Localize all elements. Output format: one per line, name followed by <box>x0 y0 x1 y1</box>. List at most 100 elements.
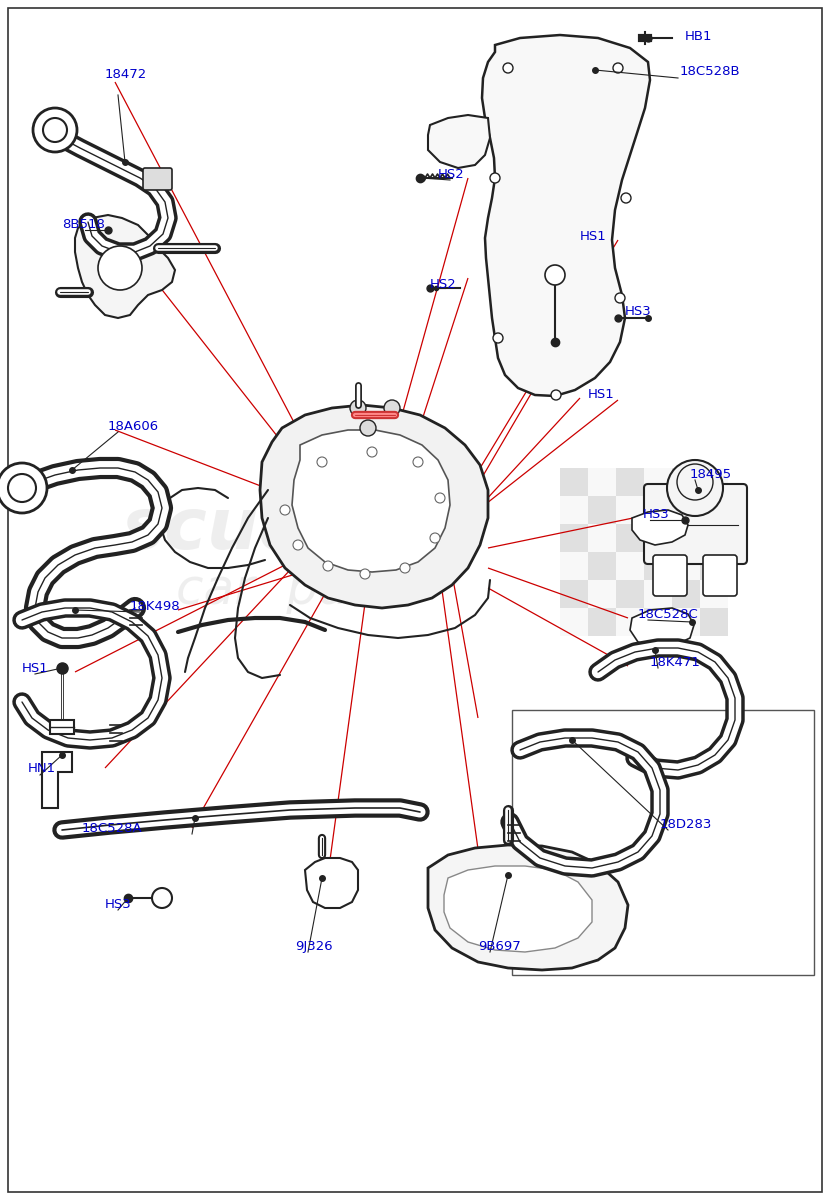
Bar <box>616 496 644 524</box>
Bar <box>588 496 616 524</box>
Text: HS2: HS2 <box>438 168 465 181</box>
Bar <box>672 496 700 524</box>
Text: 9J326: 9J326 <box>295 940 333 953</box>
Text: HS1: HS1 <box>22 662 49 674</box>
Text: car  parts: car parts <box>176 566 414 614</box>
Bar <box>644 608 672 636</box>
Text: 18C528B: 18C528B <box>680 65 740 78</box>
Text: 18C528A: 18C528A <box>82 822 143 835</box>
Circle shape <box>8 474 36 502</box>
Polygon shape <box>482 35 650 396</box>
Polygon shape <box>305 858 358 908</box>
Circle shape <box>280 505 290 515</box>
Text: HS1: HS1 <box>580 230 607 242</box>
Circle shape <box>677 464 713 500</box>
Bar <box>588 580 616 608</box>
Polygon shape <box>260 404 488 608</box>
Bar <box>616 552 644 580</box>
Bar <box>672 524 700 552</box>
Circle shape <box>33 108 77 152</box>
Circle shape <box>551 390 561 400</box>
Polygon shape <box>75 215 175 318</box>
Bar <box>616 468 644 496</box>
Circle shape <box>435 493 445 503</box>
Circle shape <box>400 563 410 572</box>
Circle shape <box>493 332 503 343</box>
Bar <box>588 608 616 636</box>
Polygon shape <box>428 115 490 168</box>
Bar <box>512 710 814 974</box>
Bar <box>644 524 672 552</box>
Text: 8B518: 8B518 <box>62 218 105 230</box>
Bar <box>560 496 588 524</box>
Text: 9B697: 9B697 <box>478 940 520 953</box>
Polygon shape <box>444 866 592 952</box>
Text: 18C528C: 18C528C <box>638 608 699 622</box>
Polygon shape <box>632 510 688 545</box>
Bar <box>700 524 728 552</box>
Bar <box>700 608 728 636</box>
Bar <box>616 608 644 636</box>
Circle shape <box>413 457 423 467</box>
Circle shape <box>98 246 142 290</box>
Polygon shape <box>428 845 628 970</box>
Polygon shape <box>42 752 72 808</box>
Text: 18K471: 18K471 <box>650 656 701 670</box>
Circle shape <box>0 463 47 514</box>
Text: HS2: HS2 <box>430 278 456 290</box>
Circle shape <box>615 293 625 302</box>
Bar <box>560 608 588 636</box>
Text: 18D283: 18D283 <box>660 818 712 830</box>
Circle shape <box>317 457 327 467</box>
Bar <box>672 608 700 636</box>
Circle shape <box>384 400 400 416</box>
Bar <box>588 552 616 580</box>
Bar <box>700 580 728 608</box>
Bar <box>700 552 728 580</box>
Circle shape <box>430 533 440 542</box>
Text: HS3: HS3 <box>105 898 132 911</box>
Text: HS3: HS3 <box>625 305 652 318</box>
Text: 18A606: 18A606 <box>108 420 159 433</box>
Text: 18K498: 18K498 <box>130 600 181 613</box>
Circle shape <box>367 446 377 457</box>
Bar <box>644 552 672 580</box>
Bar <box>644 496 672 524</box>
Circle shape <box>323 560 333 571</box>
Polygon shape <box>630 608 694 648</box>
Text: HS1: HS1 <box>588 388 615 401</box>
Text: scuderia: scuderia <box>121 496 469 564</box>
FancyBboxPatch shape <box>703 554 737 596</box>
Bar <box>672 468 700 496</box>
Bar <box>644 468 672 496</box>
Polygon shape <box>292 430 450 572</box>
FancyBboxPatch shape <box>653 554 687 596</box>
Bar <box>616 524 644 552</box>
Bar <box>700 468 728 496</box>
Circle shape <box>667 460 723 516</box>
Circle shape <box>613 62 623 73</box>
Text: HN1: HN1 <box>28 762 56 775</box>
Bar <box>560 524 588 552</box>
Circle shape <box>490 173 500 182</box>
Bar <box>560 552 588 580</box>
Circle shape <box>293 540 303 550</box>
Text: HS3: HS3 <box>643 508 670 521</box>
Circle shape <box>503 62 513 73</box>
Bar <box>588 468 616 496</box>
Circle shape <box>621 193 631 203</box>
Bar <box>588 524 616 552</box>
Bar <box>644 580 672 608</box>
Circle shape <box>350 400 366 416</box>
Bar <box>560 580 588 608</box>
Circle shape <box>360 420 376 436</box>
Text: 18472: 18472 <box>105 68 147 80</box>
Bar <box>50 720 74 734</box>
Text: HB1: HB1 <box>685 30 712 43</box>
Circle shape <box>152 888 172 908</box>
FancyBboxPatch shape <box>644 484 747 564</box>
Bar <box>560 468 588 496</box>
Bar <box>700 496 728 524</box>
Circle shape <box>43 118 67 142</box>
Bar <box>672 552 700 580</box>
